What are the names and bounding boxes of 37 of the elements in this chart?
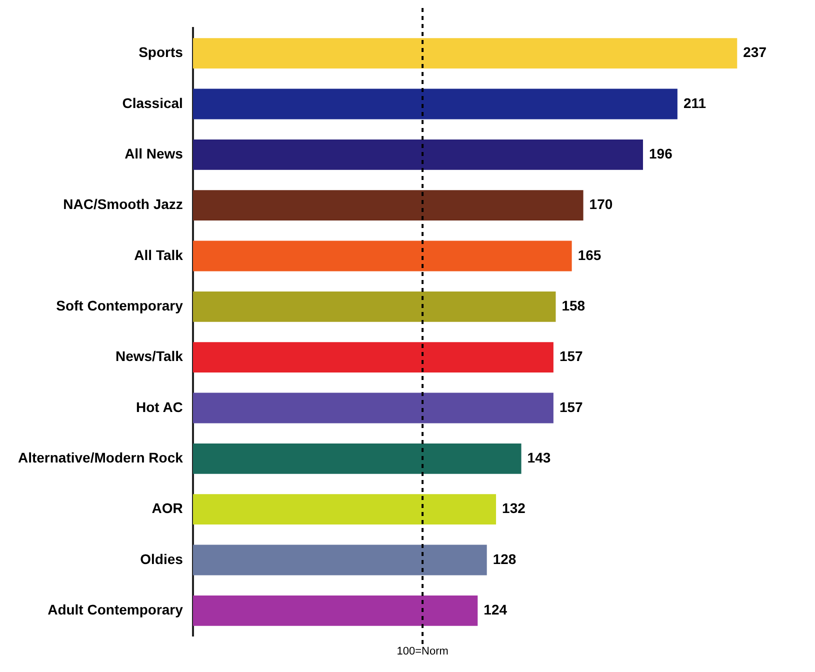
- data-label: 196: [649, 146, 673, 162]
- bar: [192, 595, 478, 626]
- data-label: 158: [562, 298, 586, 314]
- y-tick-label: Alternative/Modern Rock: [18, 450, 184, 466]
- y-tick-label: Sports: [138, 44, 184, 60]
- bar: [192, 443, 522, 474]
- y-tick-label: NAC/Smooth Jazz: [63, 196, 183, 212]
- y-tick-label: AOR: [152, 500, 183, 516]
- data-label: 165: [578, 246, 602, 263]
- data-label: 143: [527, 450, 551, 466]
- bar: [192, 291, 556, 322]
- y-tick-label: Oldies: [140, 550, 184, 567]
- bar: [192, 494, 496, 525]
- y-tick-label: Adult Contemporary: [48, 602, 184, 618]
- data-label: 211: [683, 94, 706, 111]
- bar: [192, 392, 554, 424]
- data-label: 124: [484, 602, 508, 618]
- data-label: 132: [502, 500, 526, 516]
- bar: [192, 139, 643, 170]
- bar: [192, 38, 738, 69]
- data-label: 128: [492, 550, 516, 567]
- ref-line-label: 100=Norm: [396, 646, 448, 658]
- y-tick-label: News/Talk: [115, 348, 184, 364]
- y-tick-label: All News: [124, 146, 184, 162]
- data-label: 157: [559, 398, 584, 415]
- y-tick-label: Hot AC: [136, 398, 183, 415]
- data-label: 170: [589, 196, 613, 212]
- y-tick-label: All Talk: [134, 246, 184, 263]
- bar: [192, 88, 678, 120]
- y-tick-label: Classical: [122, 94, 183, 111]
- bar: [192, 342, 554, 373]
- data-label: 237: [743, 44, 767, 60]
- bar: [192, 240, 572, 272]
- bar: [192, 190, 584, 221]
- data-label: 157: [559, 348, 584, 364]
- y-tick-label: Soft Contemporary: [56, 298, 184, 314]
- bar: [192, 544, 487, 576]
